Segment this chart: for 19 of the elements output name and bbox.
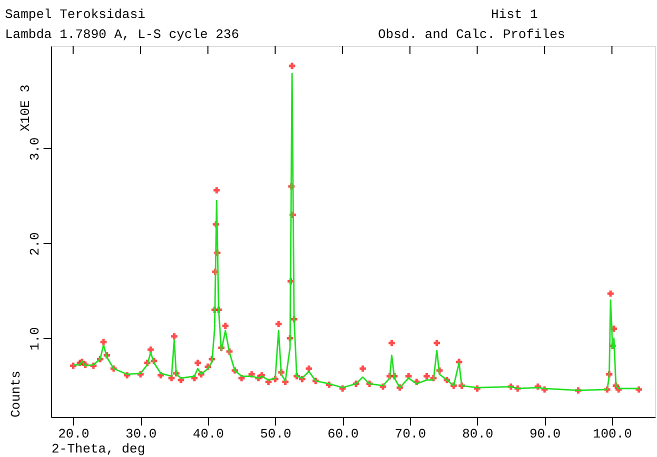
x-tick-label: 70.0 bbox=[394, 426, 426, 442]
y-tick-label: 2.0 bbox=[28, 232, 42, 256]
x-tick-label: 100.0 bbox=[592, 426, 632, 442]
x-tick-label: 90.0 bbox=[529, 426, 561, 442]
text: Hist 1 bbox=[491, 7, 538, 22]
y-axis-title: Counts bbox=[8, 370, 24, 418]
x-tick-label: 20.0 bbox=[58, 426, 90, 442]
x-tick-label: 40.0 bbox=[192, 426, 224, 442]
text: Obsd. and Calc. Profiles bbox=[378, 27, 566, 42]
y-tick-label: 3.0 bbox=[28, 137, 42, 161]
x-tick-label: 50.0 bbox=[260, 426, 292, 442]
x-tick-label: 30.0 bbox=[125, 426, 157, 442]
text: X10E 3 bbox=[18, 84, 33, 132]
x-tick-label: 60.0 bbox=[327, 426, 359, 442]
y-tick-label: 1.0 bbox=[28, 327, 42, 350]
x-tick-label: 80.0 bbox=[462, 426, 494, 442]
x-axis-title: 2-Theta, deg bbox=[52, 442, 146, 456]
chart-title: Sampel Teroksidasi bbox=[5, 7, 146, 22]
chart-subtitle: Lambda 1.7890 A, L-S cycle 236 bbox=[5, 27, 240, 42]
